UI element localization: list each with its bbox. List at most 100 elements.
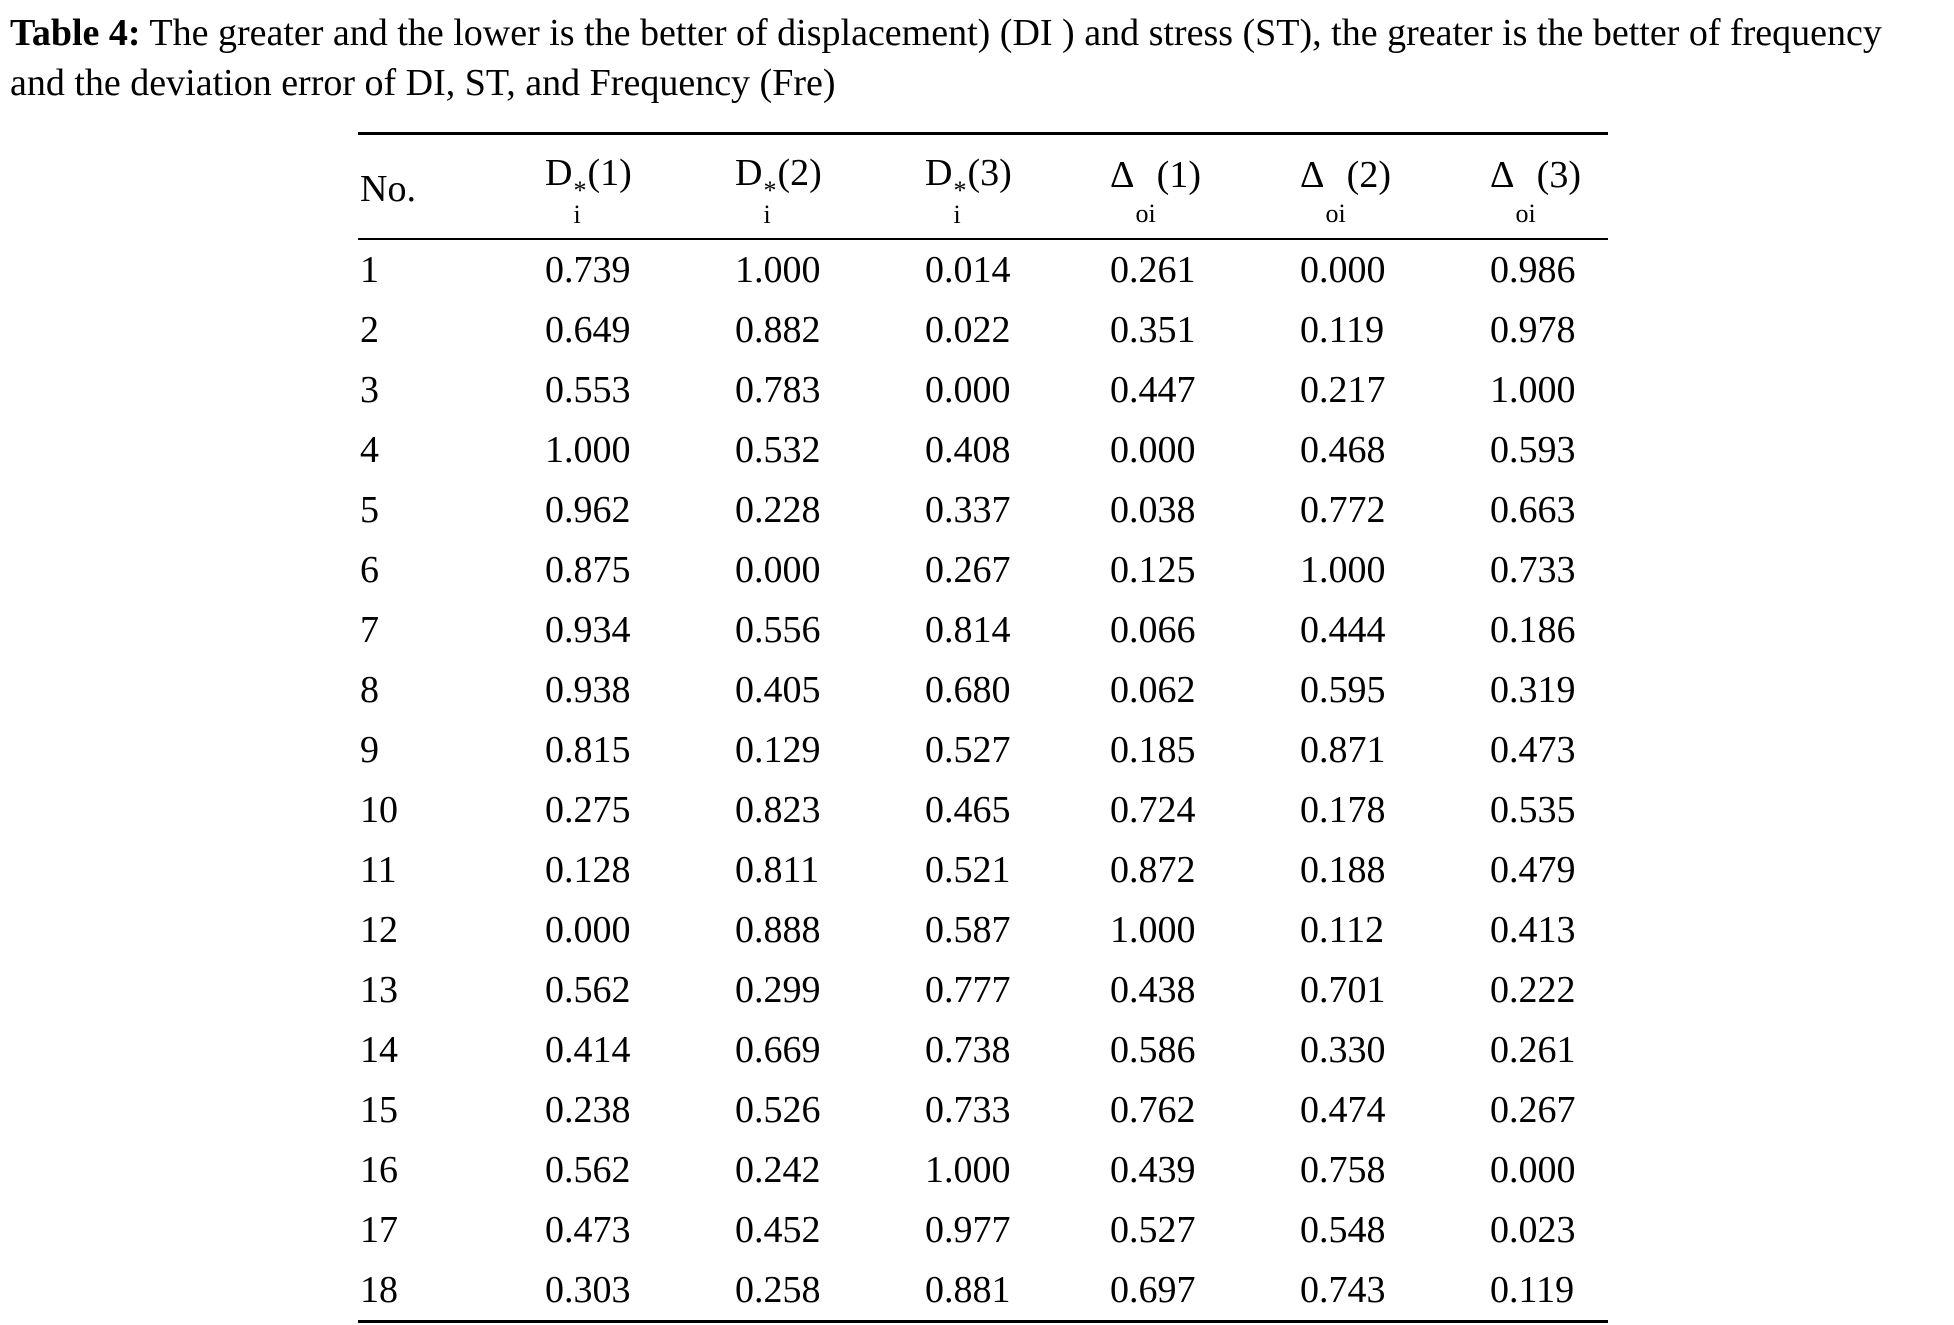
row-number-cell: 1 — [360, 249, 379, 292]
row-number-cell: 2 — [360, 309, 379, 352]
column-header-di1: D * i (1) — [543, 133, 733, 241]
row-number-cell: 4 — [360, 429, 379, 472]
table-cell: 0.188 — [1300, 849, 1386, 892]
table-cell: 0.186 — [1490, 609, 1576, 652]
table-cell: 0.000 — [925, 369, 1011, 412]
table-cell: 0.228 — [735, 489, 821, 532]
table-cell: 0.811 — [735, 849, 820, 892]
row-number-cell: 10 — [360, 789, 398, 832]
table-cell: 0.521 — [925, 849, 1011, 892]
header-sup: * — [953, 176, 967, 206]
table-cell: 0.978 — [1490, 309, 1576, 352]
table-cell: 0.556 — [735, 609, 821, 652]
table-cell: 0.938 — [545, 669, 631, 712]
table-cell: 0.337 — [925, 489, 1011, 532]
table-cell: 0.724 — [1110, 789, 1196, 832]
table-cell: 0.743 — [1300, 1269, 1386, 1312]
table-cell: 0.697 — [1110, 1269, 1196, 1312]
table-cell: 0.119 — [1300, 309, 1385, 352]
header-arg: (1) — [1156, 153, 1201, 196]
supsub: * i — [573, 176, 587, 228]
header-sub: oi — [1515, 198, 1536, 228]
table-cell: 0.129 — [735, 729, 821, 772]
table-cell: 0.222 — [1490, 969, 1576, 1012]
table-cell: 0.758 — [1300, 1149, 1386, 1192]
table-cell: 0.414 — [545, 1029, 631, 1072]
table-cell: 0.125 — [1110, 549, 1196, 592]
column-header-no: No. — [358, 133, 543, 241]
table-row: 15 0.238 0.526 0.733 0.762 0.474 0.267 — [358, 1080, 1608, 1140]
table-cell: 0.238 — [545, 1089, 631, 1132]
table-row: 11 0.128 0.811 0.521 0.872 0.188 0.479 — [358, 840, 1608, 900]
header-arg: (2) — [777, 152, 822, 195]
table-cell: 0.112 — [1300, 909, 1385, 952]
table-cell: 0.871 — [1300, 729, 1386, 772]
header-sub: oi — [1135, 198, 1156, 228]
table-cell: 0.875 — [545, 549, 631, 592]
column-header-di3: D * i (3) — [923, 133, 1108, 241]
table-cell: 0.062 — [1110, 669, 1196, 712]
table-row: 17 0.473 0.452 0.977 0.527 0.548 0.023 — [358, 1200, 1608, 1260]
table-cell: 0.562 — [545, 969, 631, 1012]
table-cell: 0.474 — [1300, 1089, 1386, 1132]
header-sub: i — [763, 200, 771, 230]
header-text: D — [735, 152, 763, 195]
table-cell: 0.022 — [925, 309, 1011, 352]
table-cell: 0.119 — [1490, 1269, 1575, 1312]
table-cell: 0.733 — [1490, 549, 1576, 592]
table-cell: 0.452 — [735, 1209, 821, 1252]
table-cell: 0.267 — [925, 549, 1011, 592]
table-cell: 1.000 — [545, 429, 631, 472]
table-caption: Table 4: The greater and the lower is th… — [10, 8, 1946, 108]
table-cell: 0.548 — [1300, 1209, 1386, 1252]
table-cell: 0.535 — [1490, 789, 1576, 832]
table-cell: 0.553 — [545, 369, 631, 412]
row-number-cell: 15 — [360, 1089, 398, 1132]
table-cell: 0.267 — [1490, 1089, 1576, 1132]
table-body: 1 0.739 1.000 0.014 0.261 0.000 0.986 2 … — [358, 239, 1608, 1322]
table-cell: 0.438 — [1110, 969, 1196, 1012]
table-row: 14 0.414 0.669 0.738 0.586 0.330 0.261 — [358, 1020, 1608, 1080]
header-sup: * — [763, 176, 777, 206]
table-cell: 0.815 — [545, 729, 631, 772]
table-cell: 0.439 — [1110, 1149, 1196, 1192]
table-cell: 0.527 — [925, 729, 1011, 772]
table-cell: 0.986 — [1490, 249, 1576, 292]
table-row: 5 0.962 0.228 0.337 0.038 0.772 0.663 — [358, 480, 1608, 540]
table-cell: 0.038 — [1110, 489, 1196, 532]
header-sup — [1325, 177, 1345, 201]
table-cell: 0.587 — [925, 909, 1011, 952]
row-number-cell: 16 — [360, 1149, 398, 1192]
header-text: Δ — [1110, 153, 1135, 196]
table-cell: 0.823 — [735, 789, 821, 832]
table-cell: 0.261 — [1110, 249, 1196, 292]
table-caption-label: Table 4: — [10, 12, 141, 54]
table-cell: 0.465 — [925, 789, 1011, 832]
header-text: D — [925, 152, 953, 195]
table-cell: 0.772 — [1300, 489, 1386, 532]
table-cell: 1.000 — [925, 1149, 1011, 1192]
table-cell: 1.000 — [1110, 909, 1196, 952]
table-cell: 0.303 — [545, 1269, 631, 1312]
header-sup: * — [573, 176, 587, 206]
header-sup — [1515, 177, 1535, 201]
table-cell: 0.649 — [545, 309, 631, 352]
table-cell: 0.178 — [1300, 789, 1386, 832]
table-cell: 0.413 — [1490, 909, 1576, 952]
row-number-cell: 18 — [360, 1269, 398, 1312]
table-row: 2 0.649 0.882 0.022 0.351 0.119 0.978 — [358, 300, 1608, 360]
table-cell: 0.777 — [925, 969, 1011, 1012]
table-cell: 0.783 — [735, 369, 821, 412]
table-row: 9 0.815 0.129 0.527 0.185 0.871 0.473 — [358, 720, 1608, 780]
table-row: 7 0.934 0.556 0.814 0.066 0.444 0.186 — [358, 600, 1608, 660]
table-cell: 0.669 — [735, 1029, 821, 1072]
table-cell: 0.330 — [1300, 1029, 1386, 1072]
row-number-cell: 8 — [360, 669, 379, 712]
table-cell: 0.526 — [735, 1089, 821, 1132]
